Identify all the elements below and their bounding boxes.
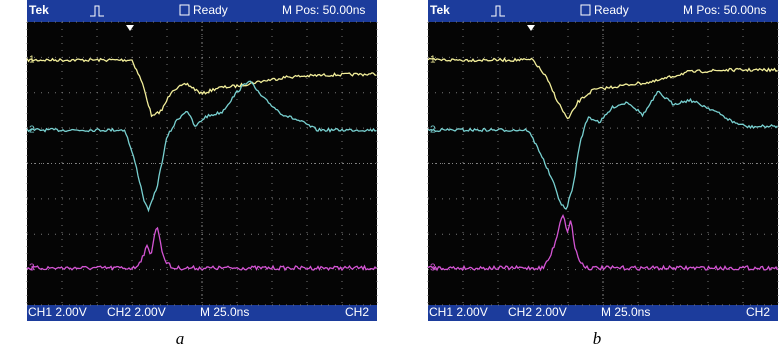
channel-marker: 3 (430, 263, 436, 274)
waveform (427, 57, 778, 120)
waveform (26, 226, 377, 272)
trigger-icon (90, 5, 104, 17)
footer-bar (428, 305, 778, 321)
trigger-source: CH2 (345, 305, 369, 319)
waveform (26, 80, 377, 213)
channel-marker: 2 (29, 125, 35, 136)
time-scale: M 25.0ns (601, 305, 650, 319)
trigger-icon (491, 5, 505, 17)
ch2-scale: CH2 2.00V (508, 305, 567, 319)
brand: Tek (29, 3, 49, 17)
scope-panel: 1 2 3 Tek Ready M Pos: 50.00ns CH1 2.00V CH2 2.… (427, 0, 779, 348)
footer-bar (27, 305, 377, 321)
run-icon (580, 4, 591, 16)
trigger-source: CH2 (746, 305, 770, 319)
position: M Pos: 50.00ns (683, 3, 766, 17)
waveform (427, 90, 778, 211)
brand: Tek (430, 3, 450, 17)
channel-marker: 2 (430, 125, 436, 136)
caption: b (593, 329, 602, 348)
time-scale: M 25.0ns (200, 305, 249, 319)
ch2-scale: CH2 2.00V (107, 305, 166, 319)
ch1-scale: CH1 2.00V (28, 305, 87, 319)
scope-panel: 1 2 3 Tek Ready M Pos: 50.00ns CH1 2.00V CH2 2.… (26, 0, 378, 348)
header-bar (428, 0, 778, 22)
trigger-arrow (527, 25, 535, 31)
channel-marker: 3 (29, 263, 35, 274)
waveform (26, 57, 377, 118)
header-bar (27, 0, 377, 22)
run-icon (179, 4, 190, 16)
channel-marker: 1 (430, 55, 436, 66)
status: Ready (594, 3, 629, 17)
ch1-scale: CH1 2.00V (429, 305, 488, 319)
trigger-arrow (126, 25, 134, 31)
position: M Pos: 50.00ns (282, 3, 365, 17)
status: Ready (193, 3, 228, 17)
waveform (427, 213, 779, 272)
caption: a (176, 329, 185, 348)
channel-marker: 1 (29, 55, 35, 66)
